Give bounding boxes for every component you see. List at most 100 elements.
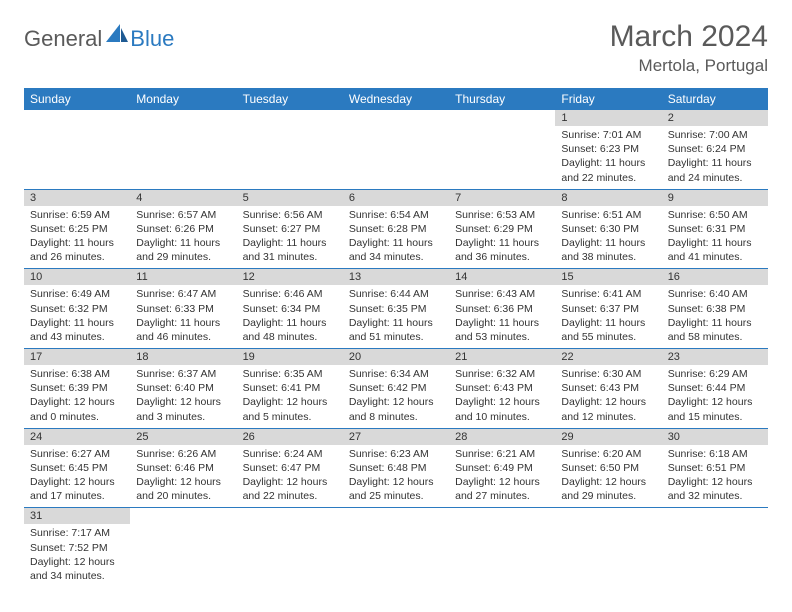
calendar-row: 31Sunrise: 7:17 AMSunset: 7:52 PMDayligh… <box>24 508 768 587</box>
daylight-text-2: and 26 minutes. <box>30 250 124 264</box>
day-number: 2 <box>662 110 768 126</box>
sunrise-text: Sunrise: 6:54 AM <box>349 208 443 222</box>
daylight-text-2: and 53 minutes. <box>455 330 549 344</box>
calendar-cell: 19Sunrise: 6:35 AMSunset: 6:41 PMDayligh… <box>237 349 343 429</box>
sunrise-text: Sunrise: 6:23 AM <box>349 447 443 461</box>
calendar-cell: 27Sunrise: 6:23 AMSunset: 6:48 PMDayligh… <box>343 428 449 508</box>
day-details: Sunrise: 6:35 AMSunset: 6:41 PMDaylight:… <box>237 365 343 428</box>
day-number: 15 <box>555 269 661 285</box>
day-details: Sunrise: 6:49 AMSunset: 6:32 PMDaylight:… <box>24 285 130 348</box>
sunset-text: Sunset: 6:45 PM <box>30 461 124 475</box>
sunset-text: Sunset: 6:30 PM <box>561 222 655 236</box>
day-number: 30 <box>662 429 768 445</box>
day-number: 19 <box>237 349 343 365</box>
sunrise-text: Sunrise: 6:57 AM <box>136 208 230 222</box>
sunset-text: Sunset: 6:31 PM <box>668 222 762 236</box>
day-details: Sunrise: 6:26 AMSunset: 6:46 PMDaylight:… <box>130 445 236 508</box>
sunset-text: Sunset: 6:36 PM <box>455 302 549 316</box>
daylight-text-2: and 36 minutes. <box>455 250 549 264</box>
day-details: Sunrise: 6:56 AMSunset: 6:27 PMDaylight:… <box>237 206 343 269</box>
calendar-cell: 2Sunrise: 7:00 AMSunset: 6:24 PMDaylight… <box>662 110 768 189</box>
sunrise-text: Sunrise: 6:29 AM <box>668 367 762 381</box>
daylight-text: Daylight: 11 hours <box>561 156 655 170</box>
calendar-cell: 22Sunrise: 6:30 AMSunset: 6:43 PMDayligh… <box>555 349 661 429</box>
title-block: March 2024 Mertola, Portugal <box>610 20 768 76</box>
sunrise-text: Sunrise: 6:46 AM <box>243 287 337 301</box>
calendar-cell-empty <box>555 508 661 587</box>
daylight-text: Daylight: 11 hours <box>136 236 230 250</box>
daylight-text-2: and 31 minutes. <box>243 250 337 264</box>
day-number: 21 <box>449 349 555 365</box>
day-number: 23 <box>662 349 768 365</box>
sunrise-text: Sunrise: 7:00 AM <box>668 128 762 142</box>
daylight-text-2: and 17 minutes. <box>30 489 124 503</box>
daylight-text-2: and 0 minutes. <box>30 410 124 424</box>
daylight-text-2: and 5 minutes. <box>243 410 337 424</box>
sunset-text: Sunset: 6:26 PM <box>136 222 230 236</box>
day-details: Sunrise: 6:47 AMSunset: 6:33 PMDaylight:… <box>130 285 236 348</box>
daylight-text-2: and 10 minutes. <box>455 410 549 424</box>
day-number: 16 <box>662 269 768 285</box>
day-number: 1 <box>555 110 661 126</box>
calendar-cell-empty: . <box>130 110 236 189</box>
sunrise-text: Sunrise: 7:17 AM <box>30 526 124 540</box>
day-details: Sunrise: 6:41 AMSunset: 6:37 PMDaylight:… <box>555 285 661 348</box>
sunrise-text: Sunrise: 6:34 AM <box>349 367 443 381</box>
daylight-text: Daylight: 11 hours <box>561 236 655 250</box>
daylight-text: Daylight: 11 hours <box>30 316 124 330</box>
sunset-text: Sunset: 6:23 PM <box>561 142 655 156</box>
daylight-text: Daylight: 11 hours <box>349 316 443 330</box>
sunrise-text: Sunrise: 6:38 AM <box>30 367 124 381</box>
calendar-cell: 28Sunrise: 6:21 AMSunset: 6:49 PMDayligh… <box>449 428 555 508</box>
day-number: 22 <box>555 349 661 365</box>
calendar-row: 17Sunrise: 6:38 AMSunset: 6:39 PMDayligh… <box>24 349 768 429</box>
sunrise-text: Sunrise: 6:49 AM <box>30 287 124 301</box>
daylight-text-2: and 41 minutes. <box>668 250 762 264</box>
calendar-cell-empty <box>130 508 236 587</box>
sunset-text: Sunset: 6:42 PM <box>349 381 443 395</box>
day-number: 5 <box>237 190 343 206</box>
sunrise-text: Sunrise: 6:44 AM <box>349 287 443 301</box>
daylight-text: Daylight: 12 hours <box>561 395 655 409</box>
sunset-text: Sunset: 6:43 PM <box>455 381 549 395</box>
day-number: 12 <box>237 269 343 285</box>
day-details: Sunrise: 7:00 AMSunset: 6:24 PMDaylight:… <box>662 126 768 189</box>
calendar-table: Sunday Monday Tuesday Wednesday Thursday… <box>24 88 768 587</box>
calendar-cell-empty <box>662 508 768 587</box>
sunrise-text: Sunrise: 6:37 AM <box>136 367 230 381</box>
calendar-cell: 4 Sunrise: 6:57 AMSunset: 6:26 PMDaylight… <box>130 189 236 269</box>
calendar-cell: 6Sunrise: 6:54 AMSunset: 6:28 PMDaylight… <box>343 189 449 269</box>
day-details: Sunrise: 6:27 AMSunset: 6:45 PMDaylight:… <box>24 445 130 508</box>
day-details: Sunrise: 6:29 AMSunset: 6:44 PMDaylight:… <box>662 365 768 428</box>
calendar-cell: 30Sunrise: 6:18 AMSunset: 6:51 PMDayligh… <box>662 428 768 508</box>
calendar-cell: 18Sunrise: 6:37 AMSunset: 6:40 PMDayligh… <box>130 349 236 429</box>
sunset-text: Sunset: 7:52 PM <box>30 541 124 555</box>
daylight-text: Daylight: 11 hours <box>30 236 124 250</box>
day-details: Sunrise: 6:46 AMSunset: 6:34 PMDaylight:… <box>237 285 343 348</box>
calendar-cell: 26Sunrise: 6:24 AMSunset: 6:47 PMDayligh… <box>237 428 343 508</box>
calendar-cell: 25Sunrise: 6:26 AMSunset: 6:46 PMDayligh… <box>130 428 236 508</box>
daylight-text: Daylight: 12 hours <box>349 475 443 489</box>
day-number: 28 <box>449 429 555 445</box>
sunset-text: Sunset: 6:40 PM <box>136 381 230 395</box>
daylight-text: Daylight: 12 hours <box>668 475 762 489</box>
calendar-cell: 3Sunrise: 6:59 AMSunset: 6:25 PMDaylight… <box>24 189 130 269</box>
daylight-text: Daylight: 11 hours <box>455 316 549 330</box>
day-number: 8 <box>555 190 661 206</box>
daylight-text-2: and 22 minutes. <box>243 489 337 503</box>
day-details: Sunrise: 6:40 AMSunset: 6:38 PMDaylight:… <box>662 285 768 348</box>
sunset-text: Sunset: 6:46 PM <box>136 461 230 475</box>
daylight-text: Daylight: 12 hours <box>455 395 549 409</box>
calendar-cell-empty: . <box>343 110 449 189</box>
sunrise-text: Sunrise: 6:30 AM <box>561 367 655 381</box>
calendar-cell: 17Sunrise: 6:38 AMSunset: 6:39 PMDayligh… <box>24 349 130 429</box>
weekday-header: Saturday <box>662 88 768 110</box>
calendar-cell: 5Sunrise: 6:56 AMSunset: 6:27 PMDaylight… <box>237 189 343 269</box>
calendar-cell-empty <box>449 508 555 587</box>
day-number: 4 <box>130 190 236 206</box>
calendar-row: 3Sunrise: 6:59 AMSunset: 6:25 PMDaylight… <box>24 189 768 269</box>
day-number: 3 <box>24 190 130 206</box>
sunrise-text: Sunrise: 6:27 AM <box>30 447 124 461</box>
location: Mertola, Portugal <box>610 56 768 76</box>
daylight-text-2: and 51 minutes. <box>349 330 443 344</box>
